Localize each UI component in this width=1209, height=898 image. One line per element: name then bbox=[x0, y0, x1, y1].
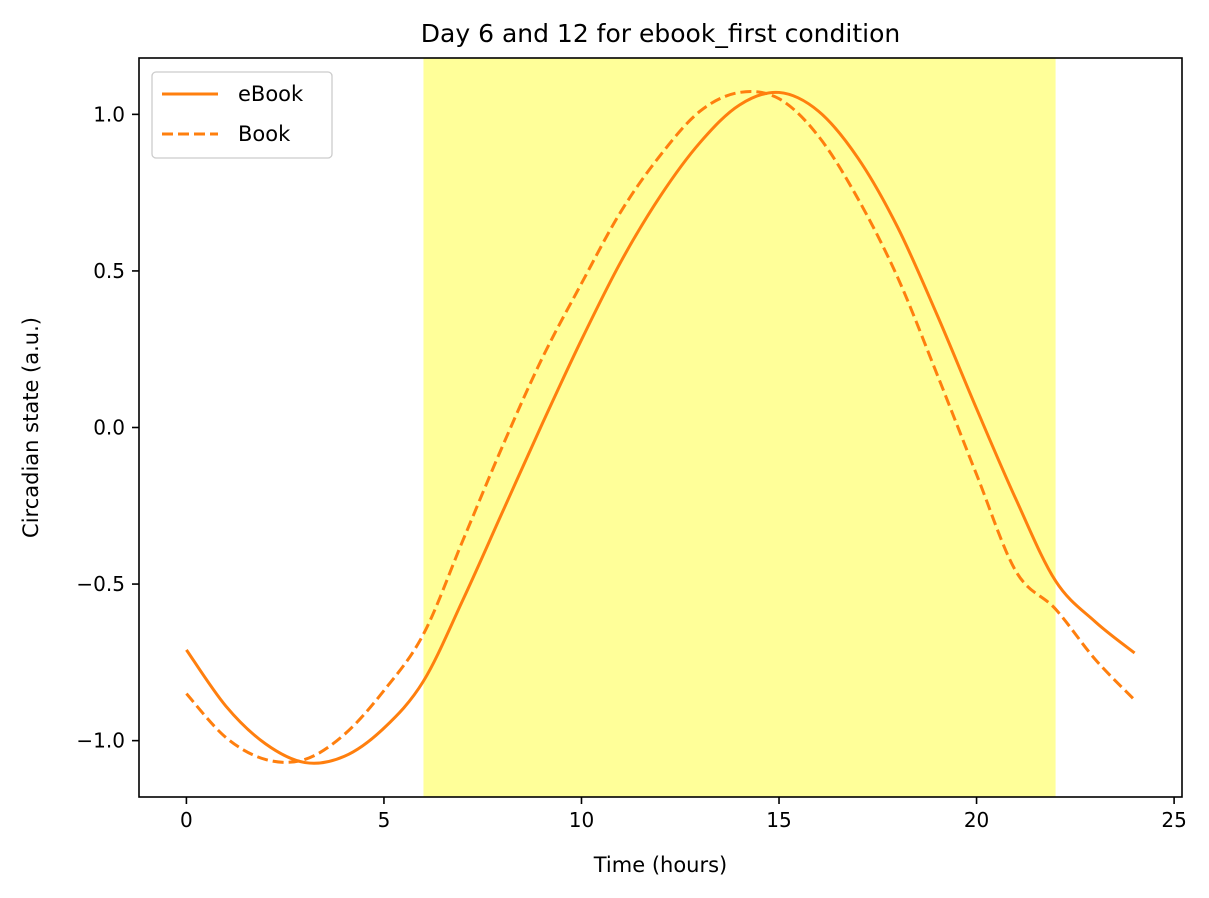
x-tick-label: 10 bbox=[569, 808, 594, 832]
shaded-region bbox=[423, 58, 1056, 797]
x-axis-label: Time (hours) bbox=[593, 853, 728, 877]
y-tick-label: 0.5 bbox=[93, 259, 125, 283]
x-tick-label: 20 bbox=[964, 808, 989, 832]
y-tick-label: 0.0 bbox=[93, 416, 125, 440]
y-axis-label: Circadian state (a.u.) bbox=[19, 317, 43, 538]
legend-label-ebook: eBook bbox=[238, 82, 304, 106]
x-tick-label: 25 bbox=[1161, 808, 1186, 832]
legend-label-book: Book bbox=[238, 122, 291, 146]
y-tick-label: −0.5 bbox=[76, 572, 125, 596]
y-tick-label: 1.0 bbox=[93, 102, 125, 126]
x-tick-label: 0 bbox=[180, 808, 193, 832]
y-tick-label: −1.0 bbox=[76, 729, 125, 753]
series-line-book bbox=[185, 90, 1136, 764]
x-tick-label: 5 bbox=[378, 808, 391, 832]
series-line-ebook bbox=[185, 90, 1136, 765]
x-tick-label: 15 bbox=[766, 808, 791, 832]
chart-title: Day 6 and 12 for ebook_first condition bbox=[421, 19, 900, 48]
